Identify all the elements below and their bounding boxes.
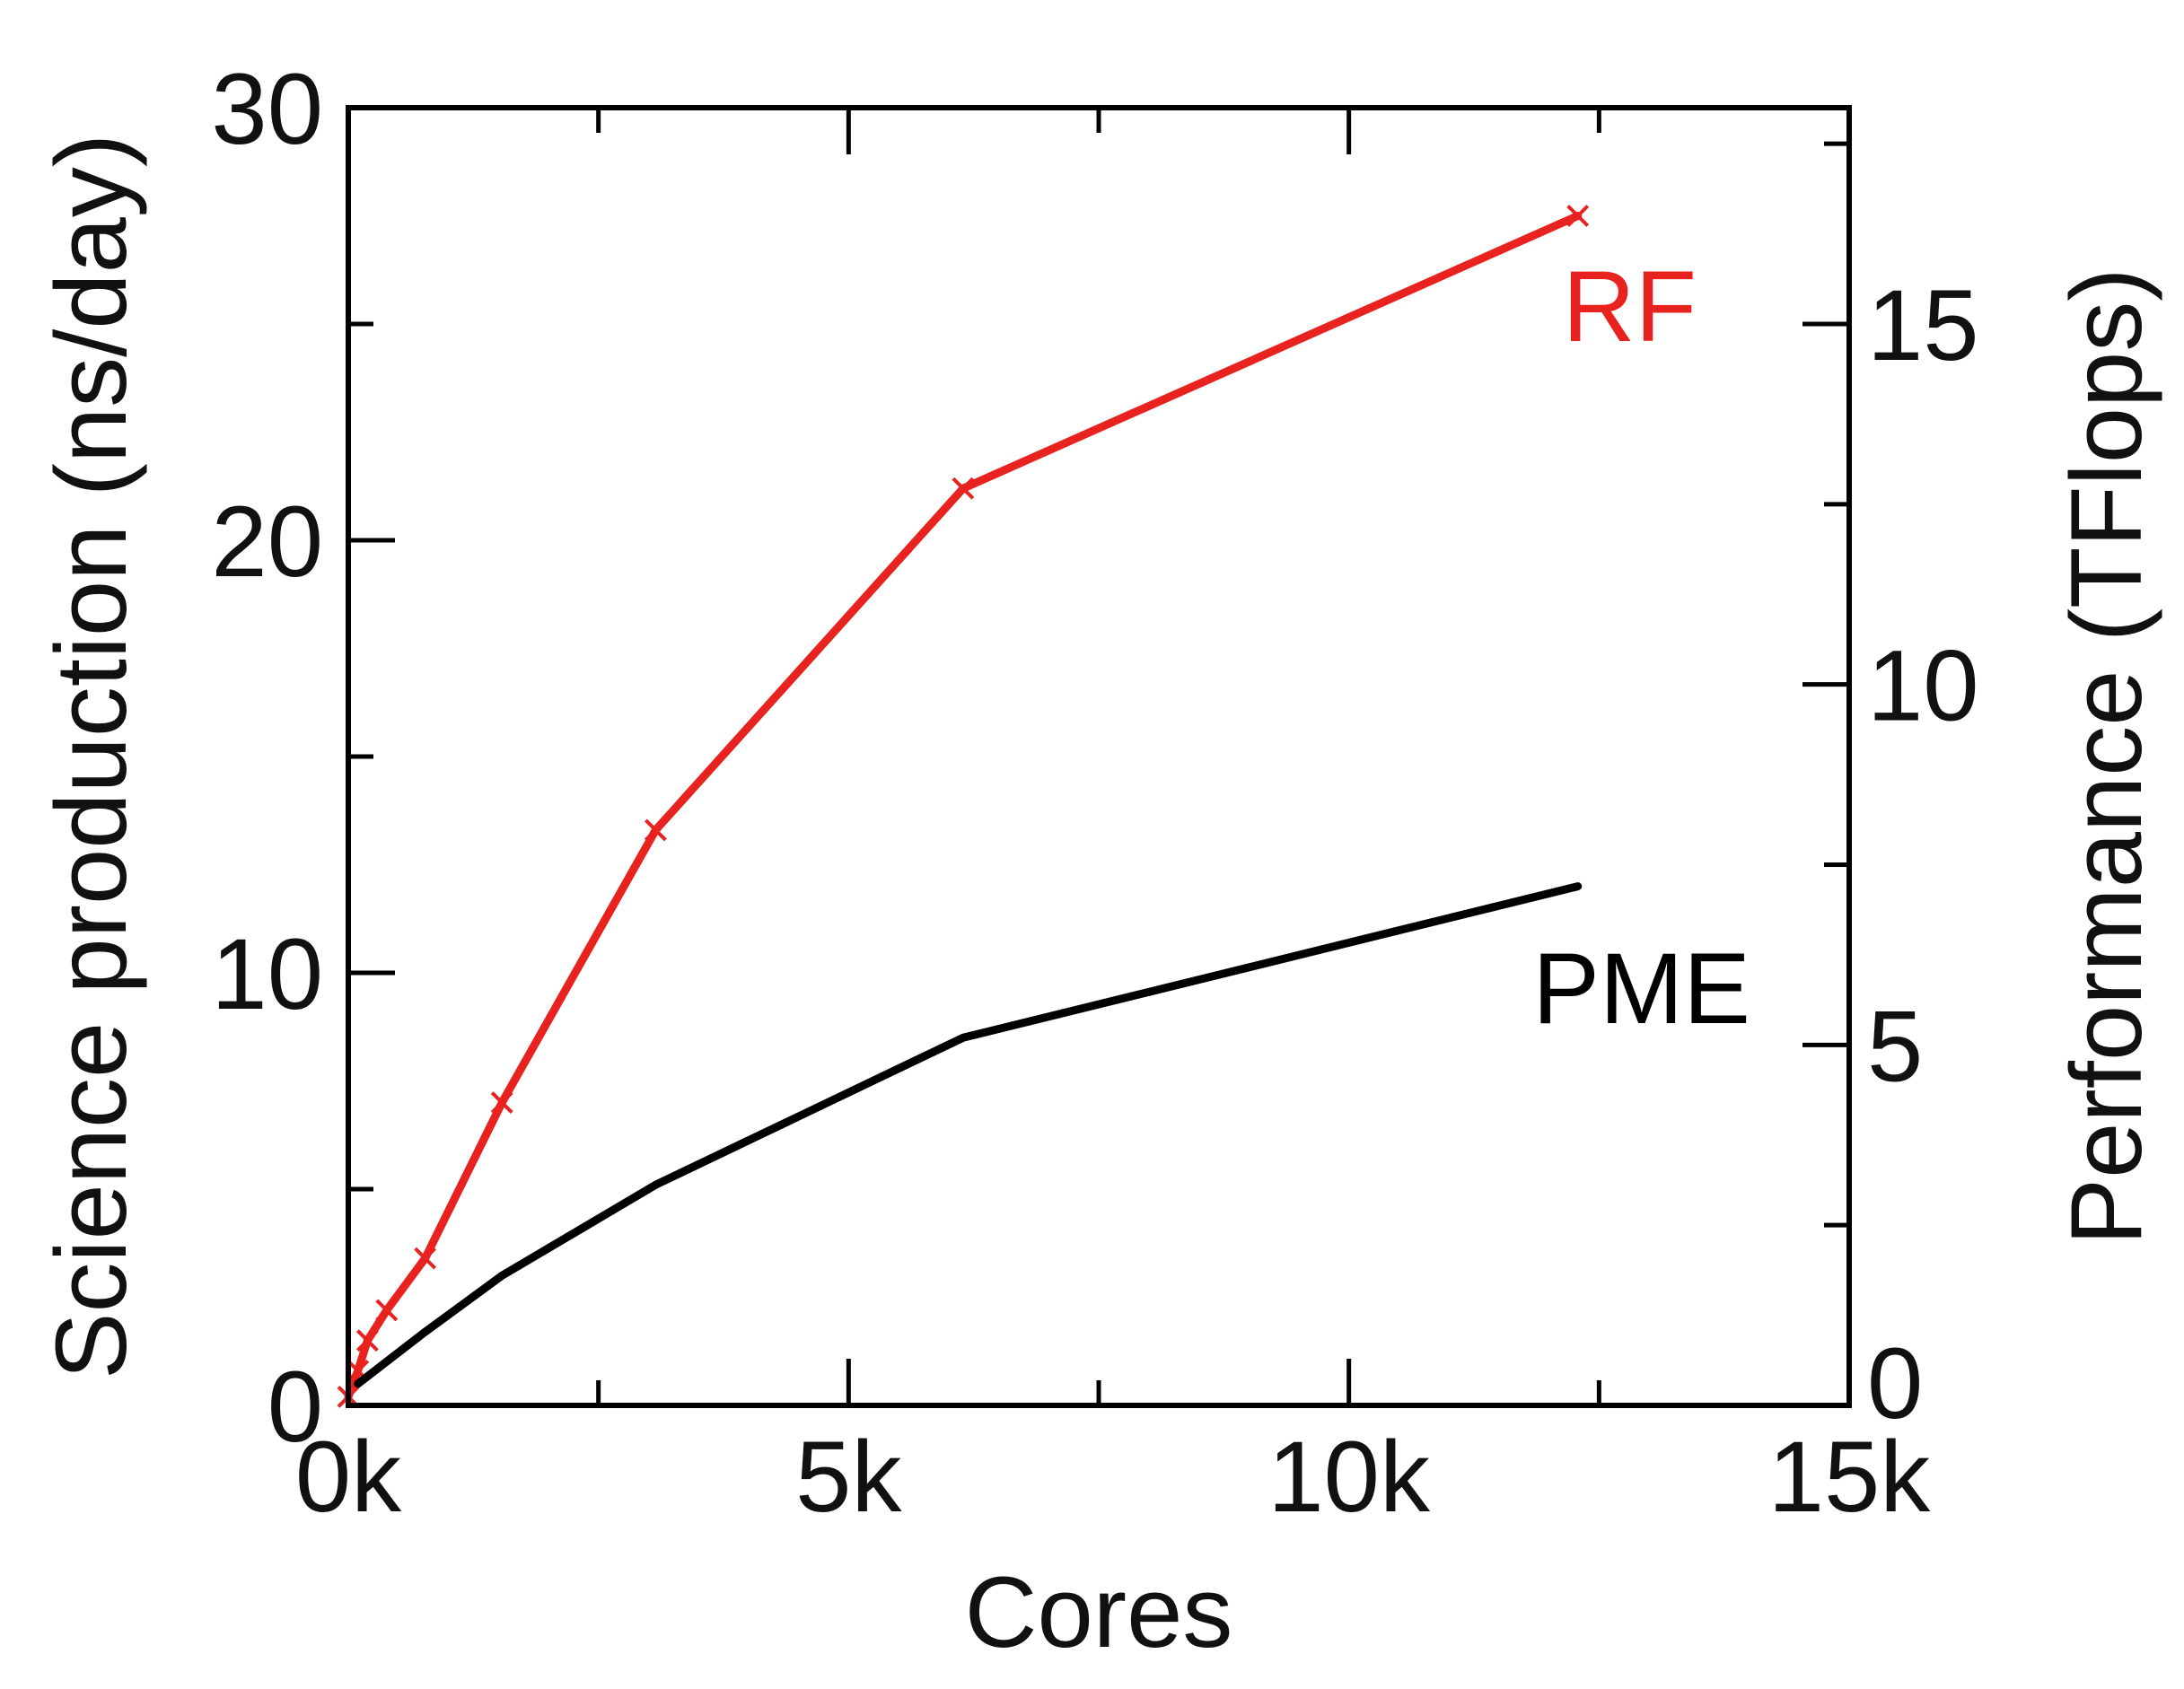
- data-point-rf: [414, 1247, 437, 1270]
- x-tick-label: 5k: [795, 1421, 902, 1533]
- data-point-rf: [490, 1091, 513, 1115]
- x-tick-label: 10k: [1267, 1421, 1431, 1533]
- data-point-rf: [645, 818, 667, 842]
- y2-tick-label: 10: [1867, 630, 1979, 742]
- series-label-rf: RF: [1563, 250, 1697, 363]
- y-tick-label: 10: [211, 918, 323, 1030]
- data-point-rf: [375, 1299, 399, 1322]
- y2-tick-label: 0: [1867, 1327, 1923, 1440]
- data-point-rf: [1566, 205, 1590, 227]
- data-point-rf: [355, 1329, 379, 1352]
- x-tick-label: 15k: [1768, 1421, 1932, 1533]
- series-line-rf: [344, 212, 1583, 1401]
- x-tick-label: 0k: [295, 1421, 402, 1533]
- series-line-pme: [354, 882, 1583, 1388]
- data-point-rf: [952, 477, 975, 500]
- y-axis-title: Science production (ns/day): [35, 134, 147, 1379]
- series-label-pme: PME: [1532, 932, 1750, 1045]
- y2-axis-title: Performance (TFlops): [2050, 267, 2162, 1245]
- y2-tick-label: 5: [1867, 990, 1923, 1102]
- y2-tick-label: 15: [1867, 269, 1979, 381]
- y-tick-label: 20: [211, 486, 323, 598]
- series-layer: [337, 205, 1590, 1408]
- plot-frame: [346, 105, 1852, 1408]
- y-tick-label: 0: [268, 1351, 323, 1463]
- x-axis-title: Cores: [965, 1556, 1233, 1668]
- y-tick-label: 30: [211, 53, 323, 165]
